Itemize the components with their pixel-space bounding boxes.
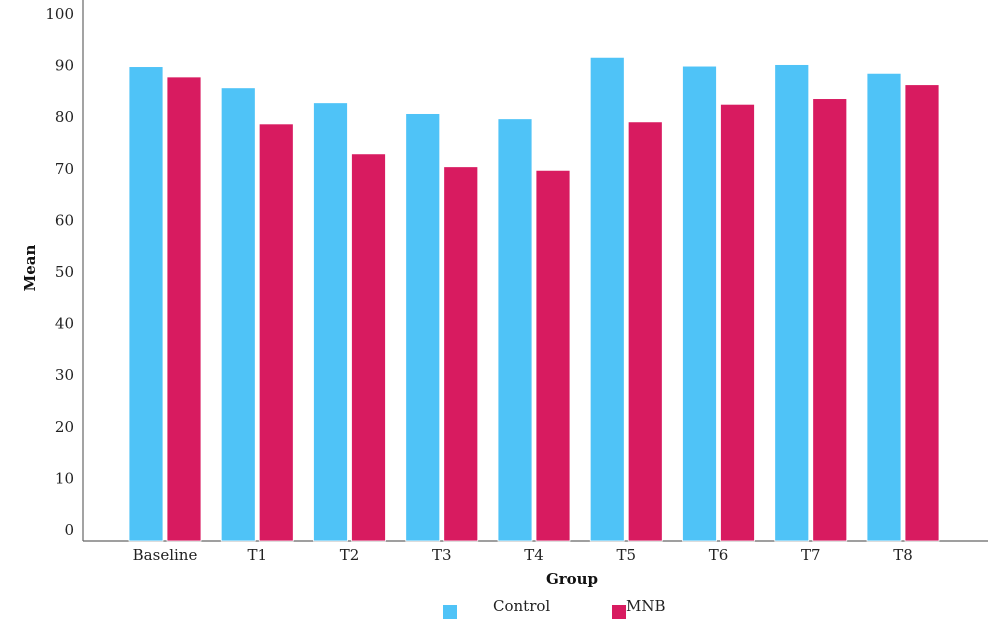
bar-mnb-t3 [443,166,479,542]
x-tick-label: T3 [432,546,452,564]
bar-mnb-t4 [535,169,571,542]
bar-control-baseline [128,66,164,542]
x-axis-title: Group [546,570,598,588]
x-tick-label: Baseline [133,546,198,564]
bar-mnb-t5 [627,121,663,542]
y-tick-label: 70 [55,160,74,178]
x-tick-label: T8 [893,546,913,564]
y-tick-label: 30 [55,366,74,384]
bar-control-t4 [497,118,533,542]
y-tick-label: 20 [55,418,74,436]
bar-control-t8 [866,72,902,542]
legend-label-control: Control [493,597,550,615]
x-tick-label: T2 [340,546,360,564]
x-tick-label: T1 [247,546,267,564]
y-tick-label: 40 [55,315,74,333]
y-axis: 0 10 20 30 40 50 60 70 80 90 100 [45,0,84,541]
x-tick-label: T5 [616,546,636,564]
x-tick-label: T6 [709,546,729,564]
x-tick-label: T7 [801,546,821,564]
y-tick-label: 0 [64,521,74,539]
y-axis-title: Mean [21,245,39,292]
y-tick-label: 10 [55,469,74,487]
bar-control-t7 [774,64,810,542]
bar-control-t2 [313,102,348,542]
y-tick-label: 90 [55,57,74,75]
legend: Control MNB [443,597,666,619]
legend-swatch-mnb [612,605,626,619]
legend-swatch-control [443,605,457,619]
y-tick-label: 100 [45,5,74,23]
bar-mnb-t1 [258,123,294,542]
x-tick-label: T4 [524,546,544,564]
y-tick-label: 60 [55,211,74,229]
y-tick-label: 50 [55,263,74,281]
bar-control-t5 [589,56,625,542]
bar-mnb-t2 [351,153,386,542]
y-tick-label: 80 [55,108,74,126]
bar-mnb-baseline [166,76,202,542]
bar-control-t6 [682,65,717,542]
bars [128,56,940,542]
legend-label-mnb: MNB [626,597,666,615]
bar-mnb-t7 [812,98,848,542]
bar-mnb-t8 [904,84,940,542]
bar-control-t1 [220,87,256,542]
x-axis: Baseline T1 T2 T3 T4 T5 T6 T7 T8 [83,540,988,564]
bar-mnb-t6 [720,103,755,542]
bar-control-t3 [405,113,441,542]
